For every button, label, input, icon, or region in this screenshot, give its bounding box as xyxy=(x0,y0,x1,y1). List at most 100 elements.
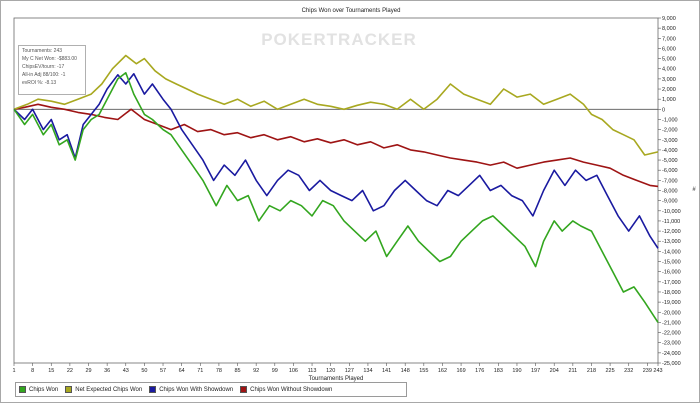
y-tick-label: -12,000 xyxy=(662,229,681,235)
y-tick-label: -21,000 xyxy=(662,320,681,326)
legend-label: Chips Won Without Showdown xyxy=(250,386,333,393)
stats-all-in-adj: All-in Adj 88/100: -1 xyxy=(22,72,66,78)
watermark-logo: POKERTRACKER xyxy=(261,30,417,49)
y-tick-label: 2,000 xyxy=(662,87,676,93)
x-tick-label: 8 xyxy=(31,368,34,374)
y-tick-label: -13,000 xyxy=(662,239,681,245)
y-tick-label: -4,000 xyxy=(662,148,678,154)
legend-swatch xyxy=(65,386,73,393)
y-tick-label: -19,000 xyxy=(662,300,681,306)
x-tick-label: 113 xyxy=(308,368,317,374)
y-tick-label: -9,000 xyxy=(662,199,678,205)
y-tick-label: -25,000 xyxy=(662,361,681,367)
y-tick-label: -15,000 xyxy=(662,260,681,266)
y-tick-label: -5,000 xyxy=(662,158,678,164)
series-layer xyxy=(13,54,659,323)
y-tick-label: -23,000 xyxy=(662,341,681,347)
legend-label: Chips Won xyxy=(29,386,59,393)
x-tick-label: 232 xyxy=(624,368,633,374)
y-axis: 9,000 8,000 7,000 6,000 5,000 4,000 3,000 2,000… xyxy=(658,16,681,367)
series-line-chips-won xyxy=(13,72,659,323)
x-tick-label: 225 xyxy=(606,368,615,374)
x-tick-label: 78 xyxy=(216,368,222,374)
x-tick-label: 183 xyxy=(494,368,503,374)
stats-evroi: evROI %: -8.13 xyxy=(22,80,57,86)
stats-net-won: My C Net Won: -$883.00 xyxy=(22,56,77,62)
x-tick-label: 99 xyxy=(272,368,278,374)
y-tick-label: 5,000 xyxy=(662,57,676,63)
y-tick-label: -24,000 xyxy=(662,351,681,357)
x-tick-label: 141 xyxy=(382,368,391,374)
stats-box: Tournaments: 243 My C Net Won: -$883.00 … xyxy=(18,45,86,95)
x-tick-label: 36 xyxy=(104,368,110,374)
legend-swatch xyxy=(240,386,248,393)
series-line-net-expected-chips-won xyxy=(13,54,659,156)
y-tick-label: -1,000 xyxy=(662,117,678,123)
y-tick-label: -22,000 xyxy=(662,331,681,337)
y-tick-label: 7,000 xyxy=(662,36,676,42)
legend-label: Chips Won With Showdown xyxy=(159,386,234,393)
y-tick-label: 8,000 xyxy=(662,26,676,32)
y-axis-label: # xyxy=(692,187,696,193)
x-tick-label: 64 xyxy=(179,368,185,374)
y-tick-label: 0 xyxy=(662,107,665,113)
x-tick-label: 127 xyxy=(345,368,354,374)
x-tick-label: 190 xyxy=(512,368,521,374)
x-tick-label: 29 xyxy=(85,368,91,374)
chart-title: Chips Won over Tournaments Played xyxy=(302,8,401,14)
x-tick-label: 120 xyxy=(326,368,335,374)
x-tick-label: 92 xyxy=(253,368,259,374)
x-tick-label: 155 xyxy=(419,368,428,374)
y-tick-label: -2,000 xyxy=(662,128,678,134)
y-tick-label: -10,000 xyxy=(662,209,681,215)
x-axis: 1 8 15 22 29 36 43 50 57 64 71 78 85 92 99 106 113 120 127… xyxy=(12,363,663,374)
y-tick-label: -18,000 xyxy=(662,290,681,296)
legend-item-net-expected[interactable]: Net Expected Chips Won xyxy=(65,386,142,393)
x-tick-label: 176 xyxy=(475,368,484,374)
x-tick-label: 197 xyxy=(531,368,540,374)
x-tick-label: 85 xyxy=(234,368,240,374)
y-tick-label: 3,000 xyxy=(662,77,676,83)
legend-label: Net Expected Chips Won xyxy=(75,386,143,393)
x-axis-label: Tournaments Played xyxy=(309,376,364,382)
y-tick-label: 9,000 xyxy=(662,16,676,22)
y-tick-label: -14,000 xyxy=(662,249,681,255)
legend-item-without-showdown[interactable]: Chips Won Without Showdown xyxy=(240,386,332,393)
series-line-chips-won-without-showdown xyxy=(13,103,659,188)
stats-tournaments: Tournaments: 243 xyxy=(22,48,63,54)
y-tick-label: -16,000 xyxy=(662,270,681,276)
x-tick-label: 204 xyxy=(550,368,559,374)
legend-swatch xyxy=(149,386,157,393)
x-tick-label: 1 xyxy=(12,368,15,374)
x-tick-label: 57 xyxy=(160,368,166,374)
x-tick-label: 169 xyxy=(456,368,465,374)
x-tick-label: 106 xyxy=(289,368,298,374)
x-tick-label: 148 xyxy=(401,368,410,374)
x-tick-label: 134 xyxy=(363,368,372,374)
x-tick-label: 243 xyxy=(653,368,662,374)
y-tick-label: 6,000 xyxy=(662,46,676,52)
stats-chips-ev: ChipsEV/tourn: -17 xyxy=(22,64,65,70)
x-tick-label: 218 xyxy=(587,368,596,374)
x-tick-label: 50 xyxy=(141,368,147,374)
legend-swatch xyxy=(19,386,26,393)
x-tick-label: 239 xyxy=(643,368,652,374)
series-line-chips-won-with-showdown xyxy=(13,73,659,249)
y-tick-label: -17,000 xyxy=(662,280,681,286)
x-tick-label: 162 xyxy=(438,368,447,374)
x-tick-label: 71 xyxy=(197,368,203,374)
y-tick-label: 1,000 xyxy=(662,97,676,103)
y-tick-label: -7,000 xyxy=(662,178,678,184)
x-tick-label: 22 xyxy=(67,368,73,374)
y-tick-label: -3,000 xyxy=(662,138,678,144)
x-tick-label: 15 xyxy=(48,368,54,374)
y-tick-label: -20,000 xyxy=(662,310,681,316)
legend-item-chips-won[interactable]: Chips Won xyxy=(19,386,58,393)
plot-area xyxy=(13,17,659,364)
legend-item-with-showdown[interactable]: Chips Won With Showdown xyxy=(149,386,233,393)
y-tick-label: 4,000 xyxy=(662,67,676,73)
y-tick-label: -8,000 xyxy=(662,189,678,195)
chart-legend: Chips Won Net Expected Chips Won Chips W… xyxy=(15,382,407,397)
